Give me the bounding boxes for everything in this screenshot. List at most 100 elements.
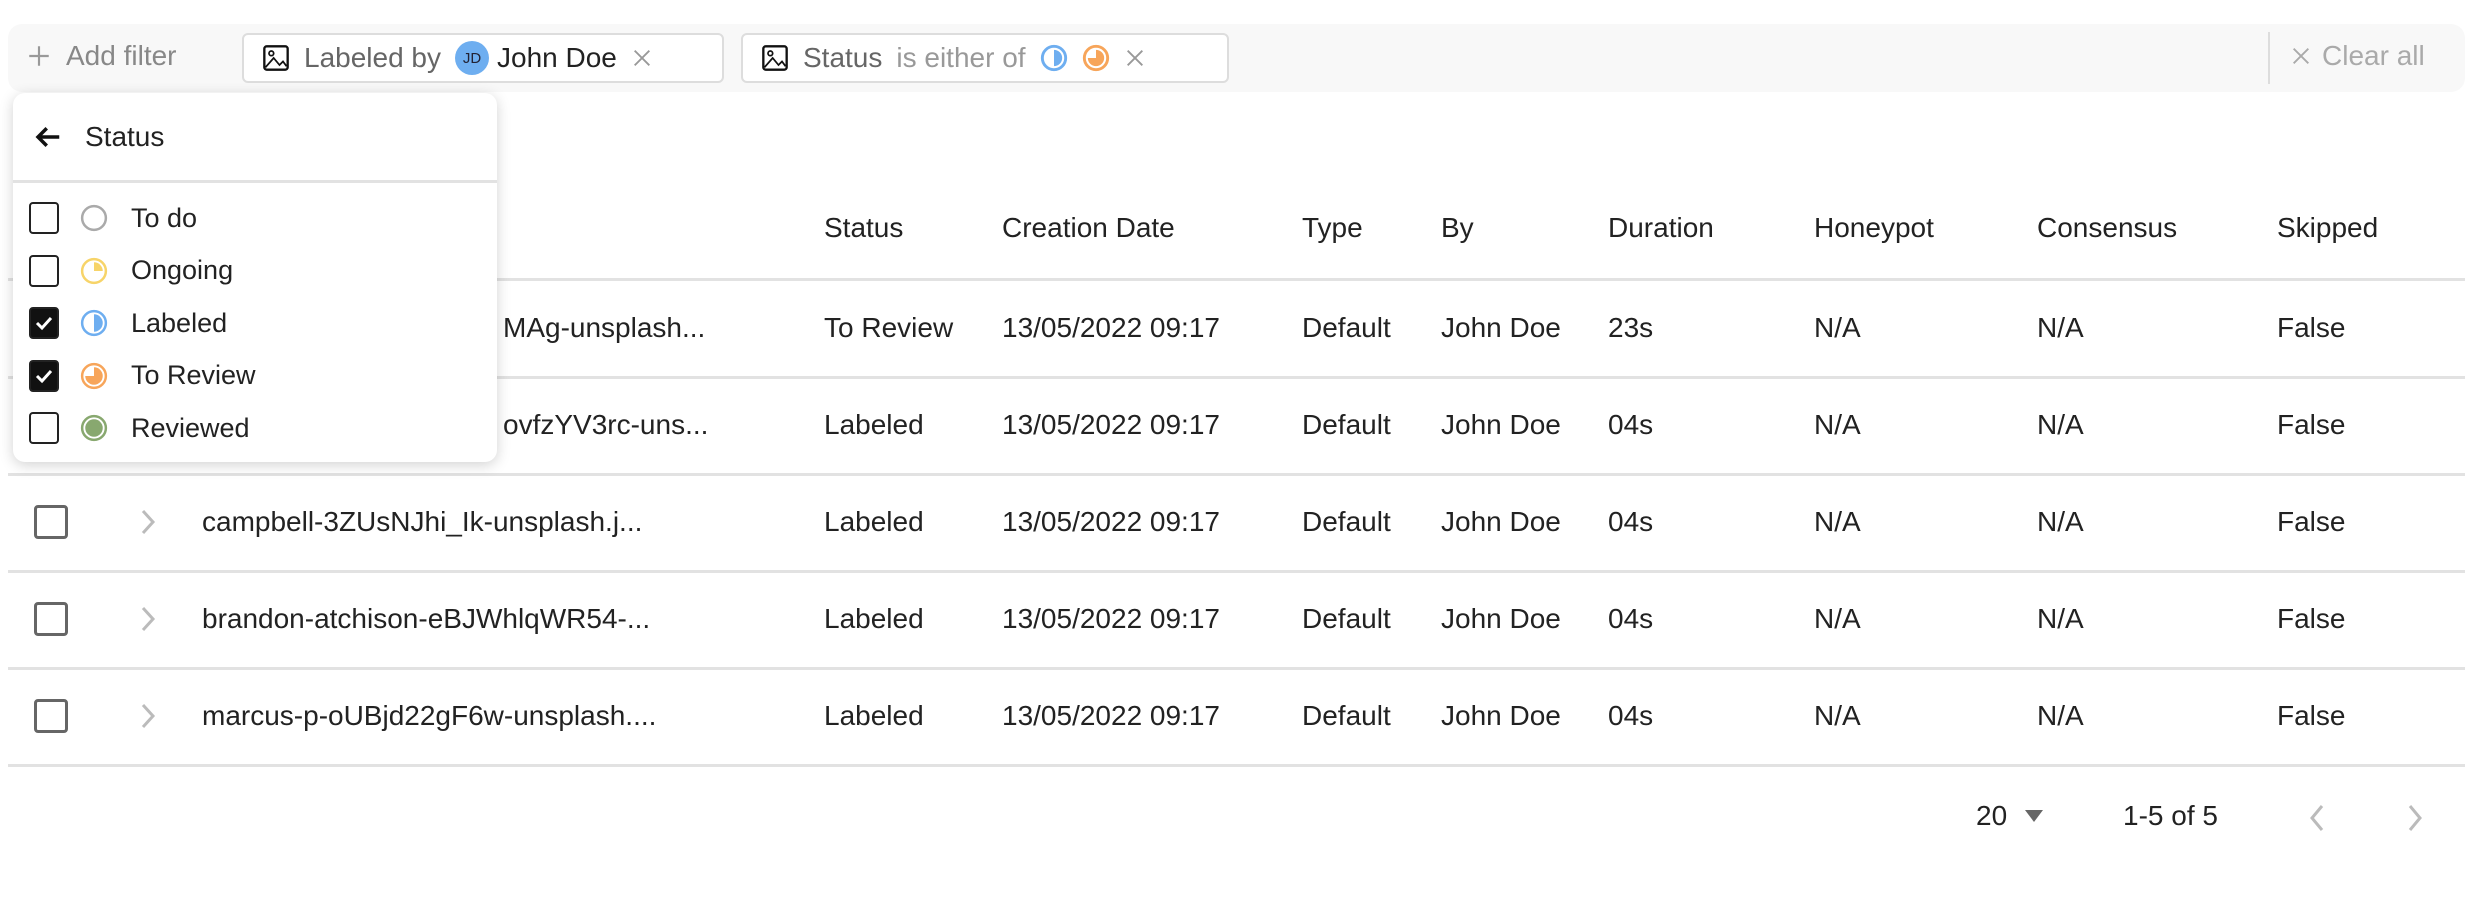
status-to-review-icon [80, 362, 108, 389]
cell-honeypot: N/A [1814, 603, 1861, 634]
file-name[interactable]: ovfzYV3rc-uns... [503, 409, 709, 440]
cell-by: John Doe [1441, 409, 1561, 440]
row-checkbox[interactable] [34, 602, 68, 636]
status-option-to-review[interactable]: To Review [29, 359, 256, 392]
chevron-right-icon[interactable] [138, 508, 158, 536]
checkbox[interactable] [29, 412, 59, 444]
cell-skipped: False [2277, 700, 2346, 731]
cell-status: Labeled [824, 409, 924, 440]
cell-by: John Doe [1441, 312, 1561, 343]
plus-icon [29, 46, 49, 66]
cell-honeypot: N/A [1814, 506, 1861, 537]
filter-chip-status[interactable]: Status is either of [741, 33, 1229, 83]
row-checkbox[interactable] [34, 699, 68, 733]
option-label: To Review [131, 360, 256, 390]
row-divider [8, 376, 2465, 379]
cell-honeypot: N/A [1814, 409, 1861, 440]
row-divider [8, 473, 2465, 476]
prev-page-button[interactable] [2306, 802, 2328, 834]
column-header-consensus[interactable]: Consensus [2037, 212, 2178, 243]
avatar: JD [455, 41, 490, 75]
check-icon [35, 369, 53, 383]
cell-date: 13/05/2022 09:17 [1002, 603, 1220, 634]
cell-date: 13/05/2022 09:17 [1002, 409, 1220, 440]
status-option-to-do[interactable]: To do [29, 202, 197, 234]
close-icon [2293, 48, 2309, 64]
add-filter-button[interactable]: Add filter [26, 40, 177, 72]
status-to-review-icon [1082, 44, 1109, 72]
row-divider [8, 667, 2465, 670]
status-option-labeled[interactable]: Labeled [29, 307, 227, 339]
column-header-skipped[interactable]: Skipped [2277, 212, 2379, 243]
caret-down-icon [2025, 810, 2044, 822]
cell-status: Labeled [824, 700, 924, 731]
cell-skipped: False [2277, 603, 2346, 634]
column-header-status[interactable]: Status [824, 212, 904, 243]
cell-type: Default [1302, 506, 1391, 537]
cell-consensus: N/A [2037, 312, 2084, 343]
option-label: Labeled [131, 307, 228, 338]
column-header-creation-date[interactable]: Creation Date [1002, 212, 1175, 243]
image-icon [263, 45, 289, 71]
file-name[interactable]: MAg-unsplash... [503, 312, 706, 343]
column-header-type[interactable]: Type [1302, 212, 1363, 243]
page-size-select[interactable]: 20 [1976, 800, 2044, 832]
clear-all-button[interactable]: Clear all [2290, 40, 2425, 72]
divider [13, 180, 497, 183]
cell-duration: 04s [1608, 700, 1654, 731]
column-header-duration[interactable]: Duration [1608, 212, 1714, 243]
image-icon [762, 45, 788, 71]
cell-type: Default [1302, 603, 1391, 634]
cell-type: Default [1302, 409, 1391, 440]
file-name[interactable]: brandon-atchison-eBJWhlqWR54-... [202, 603, 651, 634]
cell-type: Default [1302, 312, 1391, 343]
checkbox[interactable] [29, 359, 59, 392]
cell-skipped: False [2277, 506, 2346, 537]
add-filter-label: Add filter [66, 40, 177, 71]
cell-date: 13/05/2022 09:17 [1002, 312, 1220, 343]
status-option-reviewed[interactable]: Reviewed [29, 412, 250, 444]
cell-by: John Doe [1441, 700, 1561, 731]
cell-consensus: N/A [2037, 409, 2084, 440]
checkbox[interactable] [29, 202, 59, 234]
dropdown-header[interactable]: Status [33, 121, 164, 153]
cell-duration: 04s [1608, 409, 1654, 440]
status-to-do-icon [80, 204, 108, 232]
next-page-button[interactable] [2404, 802, 2426, 834]
arrow-left-icon[interactable] [33, 122, 63, 152]
page-size-value: 20 [1976, 800, 2008, 831]
cell-consensus: N/A [2037, 603, 2084, 634]
chevron-right-icon[interactable] [138, 605, 158, 633]
page-range: 1-5 of 5 [2123, 800, 2218, 831]
status-labeled-icon [1040, 44, 1067, 72]
option-label: To do [131, 202, 198, 233]
file-name[interactable]: campbell-3ZUsNJhi_Ik-unsplash.j... [202, 506, 643, 537]
row-checkbox[interactable] [34, 505, 68, 539]
status-labeled-icon [80, 309, 108, 337]
close-icon[interactable] [631, 47, 653, 69]
chip-field: Status [803, 42, 883, 73]
dropdown-title: Status [85, 121, 165, 152]
chip-field: Labeled by [304, 42, 442, 73]
cell-type: Default [1302, 700, 1391, 731]
cell-honeypot: N/A [1814, 312, 1861, 343]
cell-date: 13/05/2022 09:17 [1002, 700, 1220, 731]
row-divider [8, 570, 2465, 573]
cell-by: John Doe [1441, 603, 1561, 634]
cell-skipped: False [2277, 409, 2346, 440]
status-filter-dropdown: Status To do Ongoing Labeled To Review R… [13, 93, 497, 462]
checkbox[interactable] [29, 254, 59, 287]
chip-operator: is either of [896, 42, 1026, 73]
check-icon [35, 316, 53, 331]
cell-by: John Doe [1441, 506, 1561, 537]
column-header-by[interactable]: By [1441, 212, 1474, 243]
chip-value: John Doe [497, 42, 617, 73]
chevron-right-icon[interactable] [138, 702, 158, 730]
column-header-honeypot[interactable]: Honeypot [1814, 212, 1934, 243]
option-label: Ongoing [131, 255, 234, 285]
close-icon[interactable] [1124, 47, 1146, 69]
status-option-ongoing[interactable]: Ongoing [29, 254, 234, 287]
checkbox[interactable] [29, 307, 59, 339]
filter-chip-labeled-by[interactable]: Labeled by JD John Doe [242, 33, 724, 83]
file-name[interactable]: marcus-p-oUBjd22gF6w-unsplash.... [202, 700, 657, 731]
